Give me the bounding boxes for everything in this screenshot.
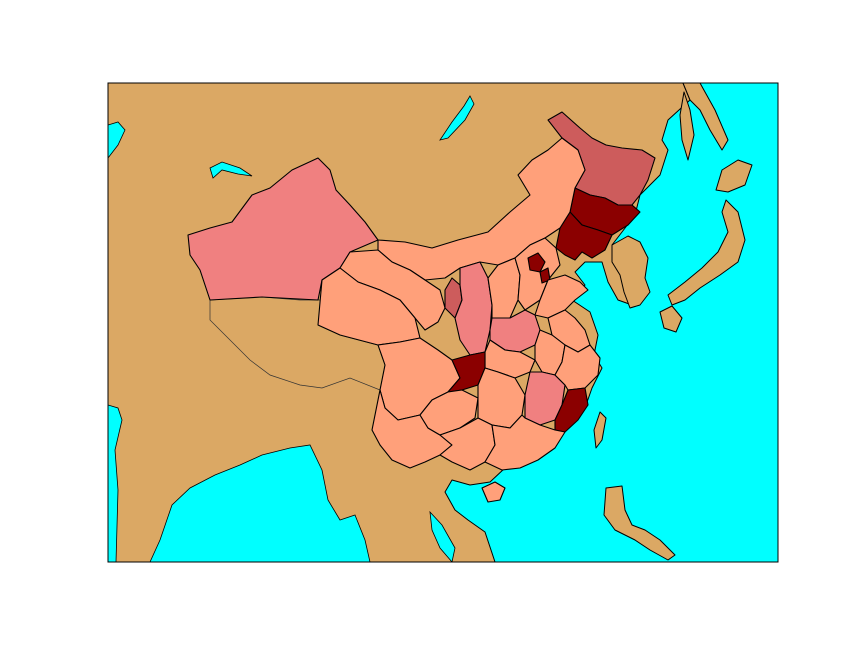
korea-peninsula (611, 235, 651, 309)
region-xinjiang[interactable] (187, 157, 379, 301)
taiwan-island (593, 411, 607, 449)
russia-far-east (682, 83, 729, 151)
map-border (107, 82, 779, 563)
region-shandong[interactable] (534, 274, 589, 319)
hokkaido-island (715, 159, 753, 193)
lake-baikal (439, 95, 475, 141)
lake-balkhash (209, 161, 253, 179)
region-inner-mongolia[interactable] (377, 137, 586, 281)
region-shaanxi[interactable] (454, 261, 493, 356)
gulf-of-thailand (429, 510, 456, 562)
region-qinghai[interactable] (317, 267, 421, 346)
region-hainan[interactable] (481, 481, 506, 503)
caspian-edge (108, 121, 126, 159)
bay-of-bengal (149, 444, 371, 562)
kyushu-island (659, 305, 683, 333)
sakhalin-island (679, 91, 695, 161)
honshu-island (667, 199, 746, 306)
region-guizhou[interactable] (419, 389, 479, 436)
region-liaoning[interactable] (555, 211, 613, 261)
region-guangdong[interactable] (484, 414, 566, 471)
arabian-sea-edge (108, 404, 123, 562)
philippines-islands (603, 485, 676, 561)
region-beijing[interactable] (527, 252, 546, 273)
